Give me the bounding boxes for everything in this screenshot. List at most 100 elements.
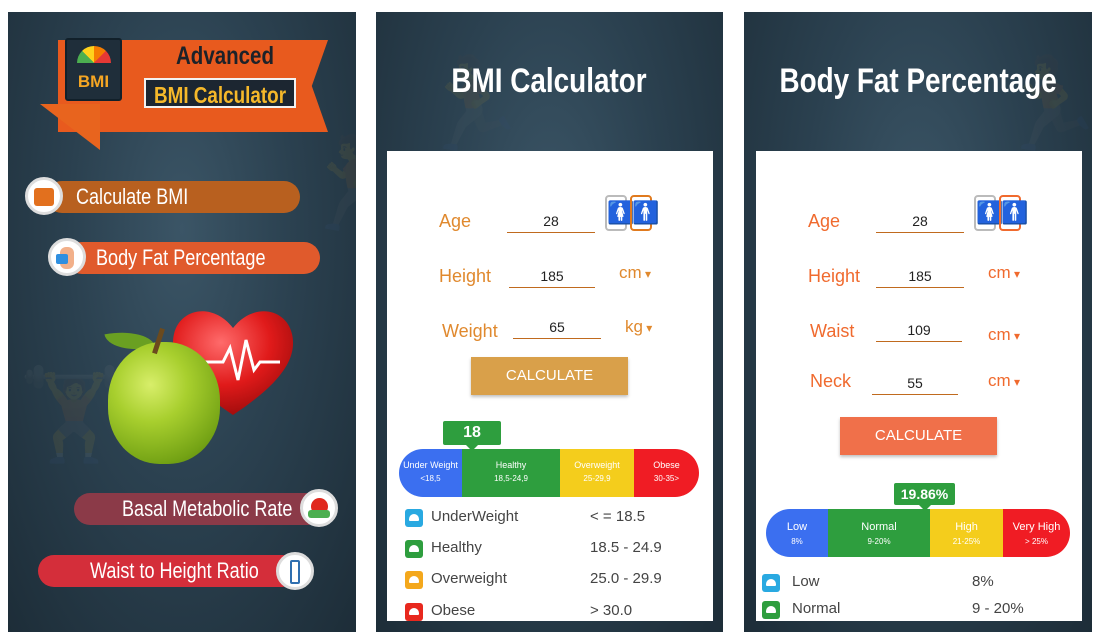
scale-segment: Overweight 25-29,9	[560, 449, 634, 497]
segment-range: 8%	[791, 536, 803, 546]
neck-input[interactable]: 55	[872, 375, 958, 395]
legend-name: Low	[792, 573, 820, 590]
calculate-button[interactable]: CALCULATE	[471, 357, 628, 395]
height-input[interactable]: 185	[509, 268, 595, 288]
logo-text: BMI	[77, 72, 110, 91]
legend-row: UnderWeight < = 18.5	[387, 507, 713, 531]
legend-name: Overweight	[431, 570, 507, 587]
menu-item-label: Body Fat Percentage	[96, 245, 266, 270]
home-screen: 🏃 🏋 BMI Advanced BMI Calculator Calculat…	[8, 12, 356, 632]
banner-fold	[40, 104, 100, 150]
legend-name: UnderWeight	[431, 508, 519, 525]
scale-segment: Obese 30-35>	[634, 449, 699, 497]
calculate-button[interactable]: CALCULATE	[840, 417, 997, 455]
segment-name: Normal	[861, 521, 897, 533]
menu-body-fat-button[interactable]: Body Fat Percentage	[66, 242, 320, 274]
scale-segment: Healthy 18,5-24,9	[462, 449, 560, 497]
waist-label: Waist	[810, 321, 855, 341]
legend-name: Healthy	[431, 539, 482, 556]
scale-segment: Low 8%	[766, 509, 828, 557]
segment-range: 9-20%	[867, 536, 891, 546]
legend-range: > 30.0	[590, 602, 633, 619]
page-title: Body Fat Percentage	[744, 62, 1092, 101]
menu-waist-height-button[interactable]: Waist to Height Ratio	[38, 555, 298, 587]
jump-rope-figure-icon: 🏃	[298, 135, 356, 235]
segment-range: 25-29,9	[583, 473, 611, 483]
banner-title-line2: BMI Calculator	[154, 82, 287, 108]
neck-label: Neck	[810, 371, 852, 391]
segment-name: High	[955, 521, 978, 533]
male-icon[interactable]: 🚹	[630, 195, 659, 231]
height-unit-select[interactable]: cm	[619, 263, 651, 283]
runner-figure-icon: 🏃	[416, 55, 529, 155]
scale-segment: Normal 9-20%	[828, 509, 930, 557]
body-fat-form-card: Age 28 🚺 🚹 Height 185 cm Waist 109 cm Ne…	[756, 151, 1082, 621]
bmi-form-card: Age 28 🚺 🚹 Height 185 cm Weight 65 kg CA…	[387, 151, 713, 621]
bmi-calculator-screen: 🏃 BMI Calculator Age 28 🚺 🚹 Height 185 c…	[376, 12, 723, 632]
runner-figure-icon: 🏃	[994, 55, 1092, 155]
waist-unit-select[interactable]: cm	[988, 325, 1020, 345]
segment-name: Low	[786, 521, 808, 533]
menu-item-label: Calculate BMI	[76, 184, 189, 209]
legend-range: 25.0 - 29.9	[590, 570, 662, 587]
gauge-icon	[77, 46, 111, 63]
segment-range: <18,5	[420, 473, 441, 483]
menu-bmr-button[interactable]: Basal Metabolic Rate	[74, 493, 324, 525]
legend-range: 8%	[972, 573, 994, 590]
legend-row: Low 8%	[756, 572, 1082, 596]
scale-icon	[405, 540, 423, 558]
bmi-scale: Under Weight <18,5 Healthy 18,5-24,9 Overw…	[399, 449, 699, 497]
segment-name: Healthy	[495, 460, 527, 470]
body-fat-screen: 🏃 Body Fat Percentage Age 28 🚺 🚹 Height …	[744, 12, 1092, 632]
age-label: Age	[808, 211, 841, 231]
waist-input[interactable]: 109	[876, 322, 962, 342]
body-fat-result-indicator: 19.86%	[894, 483, 955, 511]
female-icon[interactable]: 🚺	[605, 195, 634, 231]
segment-range: 21-25%	[952, 536, 981, 546]
legend-range: < = 18.5	[590, 508, 646, 525]
scale-icon	[762, 574, 780, 592]
scale-icon[interactable]	[25, 177, 63, 215]
height-label: Height	[808, 266, 861, 286]
segment-name: Obese	[653, 460, 680, 470]
height-unit-select[interactable]: cm	[988, 263, 1020, 283]
scale-icon	[405, 571, 423, 589]
apple-scale-icon[interactable]	[300, 489, 338, 527]
weight-label: Weight	[442, 321, 498, 341]
menu-calculate-bmi-button[interactable]: Calculate BMI	[46, 181, 300, 213]
neck-unit-select[interactable]: cm	[988, 371, 1020, 391]
age-input[interactable]: 28	[876, 213, 964, 233]
banner-title-line1: Advanced	[176, 42, 274, 70]
legend-range: 9 - 20%	[972, 600, 1024, 617]
menu-item-label: Waist to Height Ratio	[90, 558, 259, 583]
bmi-logo-icon: BMI	[65, 38, 122, 101]
weight-unit-select[interactable]: kg	[625, 317, 652, 337]
banner-title-line2-box: BMI Calculator	[144, 78, 296, 108]
segment-range: > 25%	[1025, 536, 1048, 546]
male-icon[interactable]: 🚹	[999, 195, 1028, 231]
menu-item-label: Basal Metabolic Rate	[122, 496, 293, 521]
segment-name: Overweight	[574, 460, 620, 470]
scale-segment: Very High > 25%	[1003, 509, 1070, 557]
bmi-result-indicator: 18	[443, 421, 501, 451]
weight-input[interactable]: 65	[513, 319, 601, 339]
segment-range: 18,5-24,9	[494, 473, 528, 483]
legend-row: Healthy 18.5 - 24.9	[387, 538, 713, 562]
scale-icon	[405, 509, 423, 527]
scale-segment: Under Weight <18,5	[399, 449, 462, 497]
age-label: Age	[439, 211, 472, 231]
legend-row: Overweight 25.0 - 29.9	[387, 569, 713, 593]
page-title-text: BMI Calculator	[451, 62, 648, 100]
female-icon[interactable]: 🚺	[974, 195, 1003, 231]
measuring-tape-icon[interactable]	[276, 552, 314, 590]
age-input[interactable]: 28	[507, 213, 595, 233]
body-fat-icon[interactable]	[48, 238, 86, 276]
height-input[interactable]: 185	[876, 268, 964, 288]
legend-name: Obese	[431, 602, 476, 619]
height-label: Height	[439, 266, 492, 286]
segment-range: 30-35>	[653, 473, 680, 483]
page-title: BMI Calculator	[376, 62, 723, 101]
scale-icon	[762, 601, 780, 619]
scale-icon	[405, 603, 423, 621]
page-title-text: Body Fat Percentage	[779, 62, 1057, 100]
